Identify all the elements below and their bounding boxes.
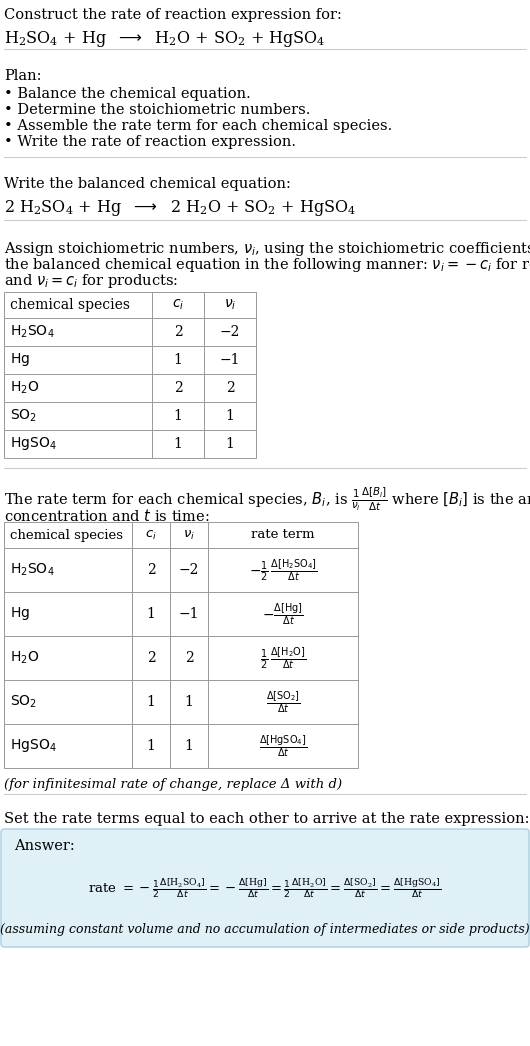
Text: $\mathregular{SO_2}$: $\mathregular{SO_2}$ — [10, 693, 37, 710]
Text: $-\frac{1}{2}\,\frac{\Delta[\mathregular{H_2SO_4}]}{\Delta t}$: $-\frac{1}{2}\,\frac{\Delta[\mathregular… — [249, 558, 317, 583]
Text: concentration and $t$ is time:: concentration and $t$ is time: — [4, 508, 209, 524]
Text: • Write the rate of reaction expression.: • Write the rate of reaction expression. — [4, 135, 296, 149]
Text: $\mathregular{H_2O}$: $\mathregular{H_2O}$ — [10, 380, 39, 396]
Text: Construct the rate of reaction expression for:: Construct the rate of reaction expressio… — [4, 8, 342, 22]
Text: $\nu_i$: $\nu_i$ — [224, 298, 236, 312]
Text: 1: 1 — [226, 437, 234, 451]
Text: −1: −1 — [179, 607, 199, 621]
Text: $c_i$: $c_i$ — [172, 298, 184, 312]
Text: $-\frac{\Delta[\mathregular{Hg}]}{\Delta t}$: $-\frac{\Delta[\mathregular{Hg}]}{\Delta… — [262, 601, 304, 627]
Text: 1: 1 — [147, 740, 155, 753]
Text: −1: −1 — [220, 353, 240, 367]
Text: 2: 2 — [147, 651, 155, 665]
Text: chemical species: chemical species — [10, 298, 130, 312]
Text: • Determine the stoichiometric numbers.: • Determine the stoichiometric numbers. — [4, 103, 311, 117]
Text: $\frac{1}{2}\,\frac{\Delta[\mathregular{H_2O}]}{\Delta t}$: $\frac{1}{2}\,\frac{\Delta[\mathregular{… — [260, 645, 306, 670]
Text: The rate term for each chemical species, $B_i$, is $\frac{1}{\nu_i}\frac{\Delta[: The rate term for each chemical species,… — [4, 486, 530, 514]
Text: $\mathregular{H_2O}$: $\mathregular{H_2O}$ — [10, 650, 39, 666]
Text: 2: 2 — [184, 651, 193, 665]
Text: (assuming constant volume and no accumulation of intermediates or side products): (assuming constant volume and no accumul… — [0, 924, 530, 936]
Text: $\mathregular{HgSO_4}$: $\mathregular{HgSO_4}$ — [10, 435, 57, 453]
Text: rate term: rate term — [251, 528, 315, 542]
Text: $\mathregular{HgSO_4}$: $\mathregular{HgSO_4}$ — [10, 737, 57, 754]
Text: $\frac{\Delta[\mathregular{HgSO_4}]}{\Delta t}$: $\frac{\Delta[\mathregular{HgSO_4}]}{\De… — [259, 733, 307, 758]
Text: Set the rate terms equal to each other to arrive at the rate expression:: Set the rate terms equal to each other t… — [4, 812, 529, 826]
Text: $\nu_i$: $\nu_i$ — [183, 528, 195, 542]
Text: 1: 1 — [173, 409, 182, 423]
Text: and $\nu_i = c_i$ for products:: and $\nu_i = c_i$ for products: — [4, 272, 178, 290]
Bar — [4, 292, 256, 458]
Bar — [4, 522, 358, 768]
Text: 2: 2 — [174, 381, 182, 395]
Text: −2: −2 — [220, 325, 240, 339]
Text: • Assemble the rate term for each chemical species.: • Assemble the rate term for each chemic… — [4, 119, 392, 133]
Text: 2 $\mathregular{H_2SO_4}$ + Hg  $\longrightarrow$  2 $\mathregular{H_2O}$ + $\ma: 2 $\mathregular{H_2SO_4}$ + Hg $\longrig… — [4, 198, 356, 218]
Text: $c_i$: $c_i$ — [145, 528, 157, 542]
Text: 1: 1 — [147, 695, 155, 709]
Text: • Balance the chemical equation.: • Balance the chemical equation. — [4, 87, 251, 101]
Text: 1: 1 — [173, 353, 182, 367]
Text: 1: 1 — [173, 437, 182, 451]
Text: 1: 1 — [147, 607, 155, 621]
Text: 2: 2 — [226, 381, 234, 395]
FancyBboxPatch shape — [1, 829, 529, 947]
Text: 1: 1 — [226, 409, 234, 423]
Text: 2: 2 — [174, 325, 182, 339]
Text: 2: 2 — [147, 563, 155, 577]
Text: Write the balanced chemical equation:: Write the balanced chemical equation: — [4, 177, 291, 191]
Text: the balanced chemical equation in the following manner: $\nu_i = -c_i$ for react: the balanced chemical equation in the fo… — [4, 256, 530, 274]
Text: $\mathregular{H_2SO_4}$: $\mathregular{H_2SO_4}$ — [10, 324, 55, 340]
Text: −2: −2 — [179, 563, 199, 577]
Text: $\mathregular{H_2SO_4}$ + Hg  $\longrightarrow$  $\mathregular{H_2O}$ + $\mathre: $\mathregular{H_2SO_4}$ + Hg $\longright… — [4, 29, 325, 49]
Text: $\mathregular{H_2SO_4}$: $\mathregular{H_2SO_4}$ — [10, 562, 55, 578]
Text: (for infinitesimal rate of change, replace Δ with d): (for infinitesimal rate of change, repla… — [4, 778, 342, 791]
Text: $\mathregular{SO_2}$: $\mathregular{SO_2}$ — [10, 408, 37, 425]
Text: $\mathregular{Hg}$: $\mathregular{Hg}$ — [10, 606, 30, 622]
Text: Plan:: Plan: — [4, 69, 41, 83]
Text: $\mathregular{Hg}$: $\mathregular{Hg}$ — [10, 351, 30, 368]
Text: rate $= -\frac{1}{2}\frac{\Delta[\mathregular{H_2SO_4}]}{\Delta t}= -\frac{\Delt: rate $= -\frac{1}{2}\frac{\Delta[\mathre… — [89, 877, 441, 900]
Text: $\frac{\Delta[\mathregular{SO_2}]}{\Delta t}$: $\frac{\Delta[\mathregular{SO_2}]}{\Delt… — [266, 689, 301, 714]
Text: Assign stoichiometric numbers, $\nu_i$, using the stoichiometric coefficients, $: Assign stoichiometric numbers, $\nu_i$, … — [4, 240, 530, 258]
Text: chemical species: chemical species — [10, 528, 123, 542]
Text: 1: 1 — [184, 695, 193, 709]
Text: Answer:: Answer: — [14, 839, 75, 852]
Text: 1: 1 — [184, 740, 193, 753]
